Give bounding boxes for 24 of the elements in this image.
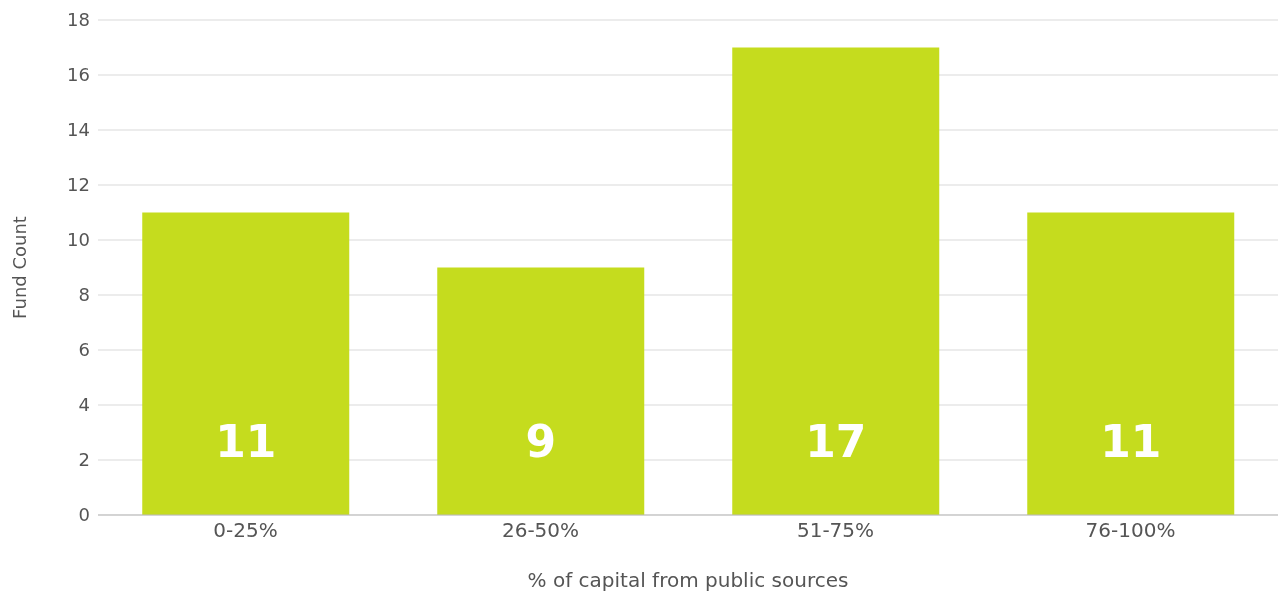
bar [732,47,940,515]
y-tick-label: 4 [78,394,90,416]
y-tick-label: 8 [78,284,90,306]
data-label: 9 [525,416,557,467]
x-tick-label: 51-75% [796,518,875,543]
bar [1027,212,1235,515]
bar [142,212,350,515]
x-tick-label: 0-25% [213,518,278,543]
x-tick-label: 26-50% [501,518,580,543]
y-tick-label: 2 [78,449,90,471]
y-tick-label: 14 [67,119,90,141]
bar [437,267,645,515]
y-axis-title: Fund Count [9,216,31,319]
x-axis-title: % of capital from public sources [527,568,849,593]
x-tick-label: 76-100% [1085,518,1176,543]
y-tick-label: 12 [67,174,90,196]
data-label: 11 [1100,416,1162,467]
data-label: 11 [215,416,277,467]
y-tick-label: 18 [67,9,90,31]
y-tick-label: 0 [78,504,90,526]
data-label: 17 [805,416,867,467]
y-tick-label: 16 [67,64,90,86]
y-tick-label: 6 [78,339,90,361]
y-tick-label: 10 [67,229,90,251]
